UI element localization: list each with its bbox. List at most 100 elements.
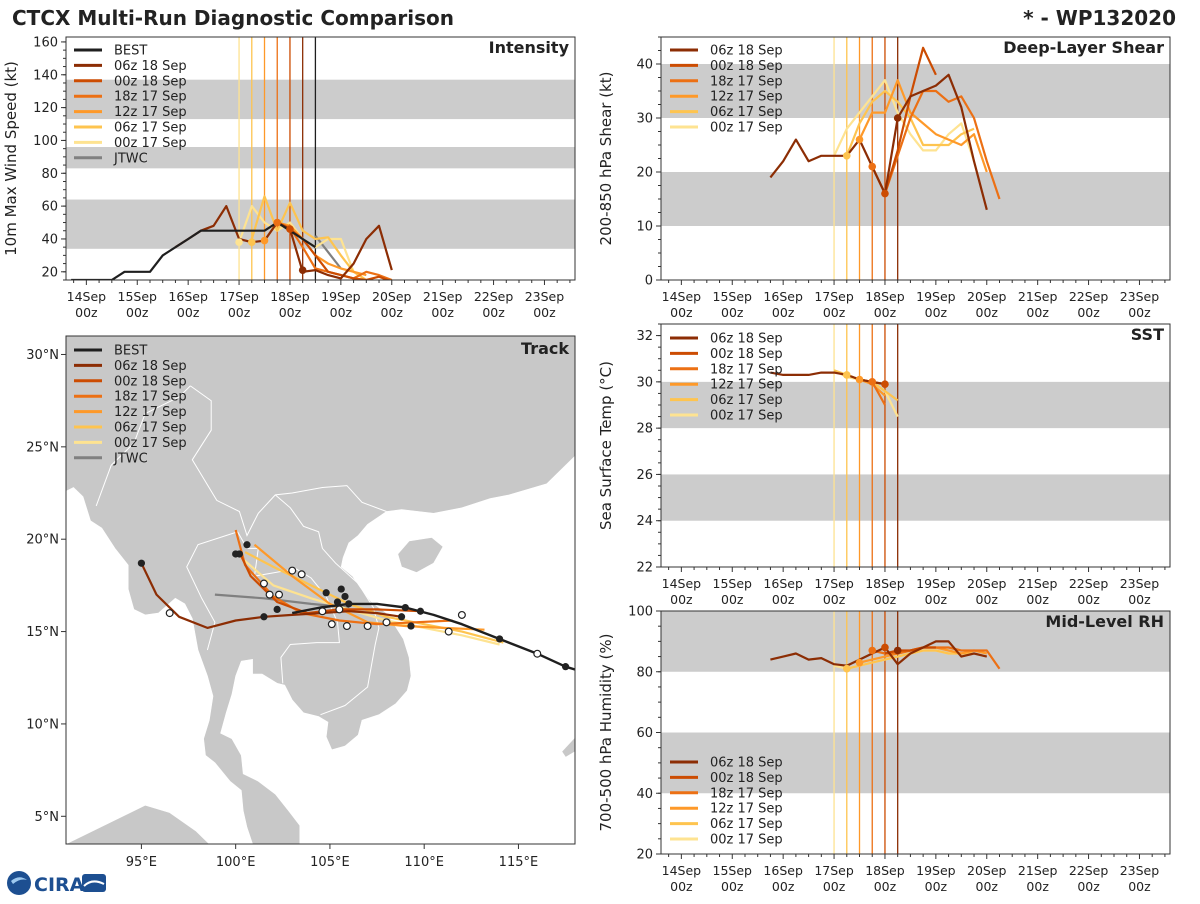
shear-x-tick-label-sub: 00z: [772, 305, 795, 320]
shear-legend-label-06z-18-sep: 06z 18 Sep: [710, 44, 783, 59]
sst-y-tick-label: 22: [636, 561, 653, 576]
track-point-open-18z-17-sep: [363, 622, 372, 631]
storm-id: * - WP132020: [1023, 6, 1176, 30]
track-land-sumatra: [66, 804, 210, 844]
sst-marker-12z-17-sep: [855, 375, 864, 384]
shear-x-tick-label-sub: 00z: [1026, 305, 1049, 320]
intensity-y-tick-label: 60: [41, 200, 58, 215]
rh-series: [770, 640, 1001, 673]
rh-legend-label-00z-18-sep: 00z 18 Sep: [710, 771, 783, 786]
sst-x-tick-label: 20Sep: [967, 576, 1007, 591]
rh-marker-00z-18-sep: [881, 643, 889, 652]
intensity-x-tick-label-sub: 00z: [431, 305, 454, 320]
shear-x-tick-label: 21Sep: [1018, 289, 1058, 304]
intensity-y-tick-label: 160: [33, 35, 58, 50]
sst-x-tick-label: 19Sep: [916, 576, 956, 591]
sst-x-tick-label: 23Sep: [1120, 576, 1160, 591]
intensity-band-1: [66, 147, 575, 169]
track-point-filled-12z-17-sep: [333, 598, 342, 606]
shear-marker-12z-17-sep: [855, 135, 864, 144]
shear-x-tick-label: 22Sep: [1069, 289, 1109, 304]
intensity-y-tick-label: 80: [41, 167, 58, 182]
track-x-tick-label: 95°E: [126, 855, 157, 870]
track-point-filled-00z-18-sep: [416, 607, 425, 615]
intensity-x-tick-label: 19Sep: [321, 289, 361, 304]
shear-x-tick-label: 16Sep: [763, 289, 803, 304]
rh-y-tick-label: 60: [636, 726, 653, 741]
intensity-x-tick-label: 18Sep: [270, 289, 310, 304]
rh-band-0: [661, 732, 1170, 794]
shear-series-06z-18-sep: [769, 73, 988, 211]
sst-band-0: [661, 474, 1170, 521]
intensity-x-tick-label: 22Sep: [474, 289, 514, 304]
track-y-tick-label: 5°N: [35, 810, 60, 825]
track-lines: [137, 529, 575, 671]
intensity-series-00z-18-sep: [289, 228, 391, 280]
sst-y-tick-label: 28: [636, 422, 653, 437]
sst-panel: 14Sep00z15Sep00z16Sep00z17Sep00z18Sep00z…: [597, 323, 1171, 607]
sst-series-06z-18-sep: [770, 371, 886, 386]
sst-legend-label-00z-17-sep: 00z 17 Sep: [710, 409, 783, 424]
intensity-legend-label-00z-18-sep: 00z 18 Sep: [114, 74, 187, 89]
rh-x-tick-label: 15Sep: [713, 863, 753, 878]
track-point-open-06z-18-sep: [165, 609, 174, 618]
track-x-tick-label: 110°E: [404, 855, 444, 870]
track-point-open-00z-17-sep: [342, 622, 351, 631]
rh-y-axis: 20 40 60 80 100: [628, 605, 661, 863]
track-point-filled-00z-17-sep: [341, 592, 349, 601]
intensity-legend-label-best: BEST: [114, 44, 147, 59]
sst-y-label: Sea Surface Temp (°C): [597, 361, 615, 530]
intensity-marker-06z-18-sep: [298, 266, 307, 274]
sst-legend-label-00z-18-sep: 00z 18 Sep: [710, 347, 783, 362]
track-x-tick-label: 105°E: [310, 855, 350, 870]
intensity-x-tick-label: 17Sep: [219, 289, 259, 304]
track-point-filled-12z-17-sep: [407, 622, 415, 630]
shear-x-tick-label: 17Sep: [814, 289, 854, 304]
sst-y-tick-label: 32: [636, 329, 653, 344]
sst-legend-label-18z-17-sep: 18z 17 Sep: [710, 362, 783, 377]
shear-y-label: 200-850 hPa Shear (kt): [597, 72, 615, 246]
sst-x-tick-label-sub: 00z: [670, 592, 693, 607]
rh-legend-label-06z-18-sep: 06z 18 Sep: [710, 756, 783, 771]
track-point-open-00z-18-sep: [335, 605, 344, 614]
intensity-marker-06z-17-sep: [247, 238, 256, 247]
sst-y-tick-label: 30: [636, 375, 653, 390]
sst-x-tick-label-sub: 00z: [1128, 592, 1151, 607]
intensity-panel: 14Sep00z15Sep00z16Sep00z17Sep00z18Sep00z…: [2, 35, 576, 320]
track-border-0: [237, 531, 340, 684]
track-title: Track: [521, 339, 569, 358]
rh-x-tick-label: 21Sep: [1018, 863, 1058, 878]
sst-bands: [661, 381, 1170, 521]
shear-band-0: [661, 172, 1170, 226]
rh-x-tick-label: 17Sep: [814, 863, 854, 878]
intensity-x-tick-label: 14Sep: [67, 289, 107, 304]
shear-series-12z-17-sep: [858, 79, 988, 173]
track-legend-label-jtwc: JTWC: [113, 451, 148, 466]
sst-band-1: [661, 381, 1170, 429]
shear-x-axis: 14Sep00z15Sep00z16Sep00z17Sep00z18Sep00z…: [662, 280, 1166, 320]
track-border-1: [274, 494, 380, 716]
intensity-marker-00z-18-sep: [286, 225, 294, 233]
shear-series: [769, 46, 1001, 211]
rh-marker-06z-17-sep: [842, 664, 851, 673]
shear-legend-label-00z-17-sep: 00z 17 Sep: [710, 121, 783, 136]
sst-x-tick-label-sub: 00z: [925, 592, 948, 607]
rh-legend-label-06z-17-sep: 06z 17 Sep: [710, 817, 783, 832]
sst-title: SST: [1131, 325, 1164, 344]
rh-x-tick-label: 18Sep: [865, 863, 905, 878]
rh-title: Mid-Level RH: [1045, 612, 1164, 631]
shear-x-tick-label-sub: 00z: [823, 305, 846, 320]
rh-marker-12z-17-sep: [855, 658, 864, 667]
intensity-series-jtwc: [314, 235, 342, 270]
track-x-axis: 95°E 100°E 105°E 110°E 115°E: [126, 844, 538, 870]
logo-text: CIRA: [34, 874, 85, 896]
shear-y-tick-label: 30: [636, 112, 653, 127]
shear-marker-06z-18-sep: [893, 114, 902, 122]
rh-bands: [661, 611, 1170, 794]
track-point-open-06z-17-sep: [297, 570, 306, 579]
track-point-filled-best: [345, 600, 353, 608]
track-point-open-best: [533, 649, 542, 658]
rh-x-tick-label-sub: 00z: [1026, 879, 1049, 894]
intensity-axes-frame: [65, 36, 576, 281]
